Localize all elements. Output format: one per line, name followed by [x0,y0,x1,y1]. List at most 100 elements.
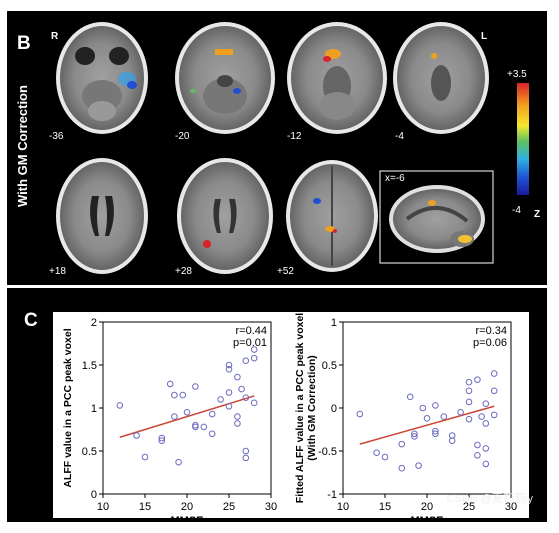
slice-label: +28 [175,266,192,277]
data-point [373,449,380,457]
y-axis-label: ALFF value in a PCC peak voxel [62,328,74,487]
data-point [474,452,481,459]
data-point [419,404,427,412]
data-point [482,460,490,468]
data-point [200,423,208,431]
x-tick-label: 30 [505,501,517,513]
data-point [411,433,418,440]
data-point [465,415,473,423]
sagittal-label: x=-6 [385,173,405,184]
axial-slice-5 [56,158,148,274]
data-point [398,464,406,472]
axial-slice-3 [287,22,387,134]
data-point [432,427,439,435]
data-point [465,398,473,406]
data-point [141,453,149,461]
data-point [225,366,233,373]
data-point [166,380,174,388]
data-point [490,411,498,419]
data-point [440,413,448,420]
slice-label: +18 [49,266,66,277]
brain-slices-image [56,22,529,274]
fit-line [359,405,495,445]
data-point [406,393,414,401]
x-tick-label: 10 [337,501,349,513]
data-point [474,376,481,383]
y-tick-label: 0.5 [322,360,337,372]
data-point [250,399,258,407]
data-point [482,445,490,452]
watermark: CSDN @夏莉莉iy [446,493,533,505]
data-point [490,387,498,395]
data-point [465,387,473,395]
x-tick-label: 25 [463,501,475,513]
panel-letter-b: B [17,33,31,54]
data-point [225,402,233,410]
y-tick-label: 1 [91,403,97,415]
slice-label: -36 [49,131,64,142]
data-point [234,373,241,381]
data-point [478,413,485,420]
data-point [457,409,464,416]
axial-slice-2 [175,22,275,134]
x-axis-label: MMSE [171,515,204,518]
y-tick-label: 1.5 [82,360,97,372]
data-point [250,354,258,362]
data-point [490,370,498,377]
data-point [415,462,422,469]
data-point [411,430,418,438]
data-point [116,402,124,409]
axial-slice-4 [393,22,489,134]
data-point [242,447,250,455]
x-tick-label: 15 [379,501,391,513]
data-point [208,410,216,418]
data-point [432,402,439,409]
data-point [356,410,364,418]
data-point [183,409,191,416]
axial-slice-6 [177,158,273,274]
y-tick-label: -0.5 [318,446,337,458]
data-point [432,430,439,438]
data-point [448,437,456,444]
data-point [234,420,241,427]
data-point [158,437,166,444]
data-point [171,391,178,399]
orientation-right-label: R [51,31,59,42]
y-tick-label: -1 [327,489,337,501]
data-point [242,454,250,462]
stat-annotation: p=0.06 [473,337,507,349]
x-axis-label: MMSE [411,515,444,518]
data-point [482,420,490,427]
colorbar-unit-label: Z [534,209,541,220]
data-point [208,430,216,438]
y-tick-label: 1 [331,317,337,329]
brain-slices-panel: B R L With GM Correction [7,11,547,285]
colorbar [517,83,529,195]
x-tick-label: 25 [223,501,235,513]
x-tick-label: 15 [139,501,151,513]
y-tick-label: 0.5 [82,446,97,458]
slice-label: -20 [175,131,190,142]
data-point [474,441,481,449]
data-point [217,396,224,403]
stat-annotation: r=0.44 [236,325,268,337]
x-tick-label: 20 [181,501,193,513]
orientation-left-label: L [481,31,488,42]
y-axis-label: (With GM Correction) [306,355,318,460]
sagittal-slice [379,170,494,264]
x-tick-label: 30 [265,501,277,513]
fit-line [119,395,255,438]
data-point [242,394,250,401]
y-axis-label: Fitted ALFF value in a PCC peak voxel [294,313,306,503]
data-point [465,378,473,386]
data-point [171,413,178,420]
data-point [225,361,233,369]
data-point [192,423,199,431]
colorbar-min-label: -4 [512,205,521,216]
x-tick-label: 20 [421,501,433,513]
y-tick-label: 0 [91,489,97,501]
data-point [192,383,199,390]
slice-label: -12 [287,131,302,142]
